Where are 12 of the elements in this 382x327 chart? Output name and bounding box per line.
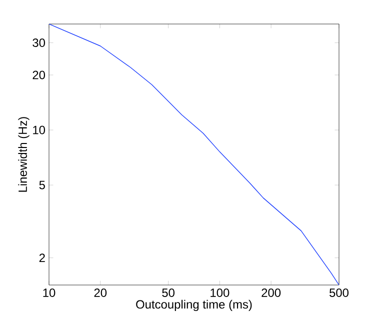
y-tick-label: 2 [39, 254, 45, 262]
y-tick-label: 5 [39, 180, 45, 190]
x-tick-label: 200 [262, 288, 281, 297]
x-tick-label: 100 [210, 288, 230, 297]
y-tick-label: 30 [32, 38, 46, 47]
x-axis-title: Outcoupling time (ms) [136, 300, 252, 311]
x-tick-label: 20 [94, 288, 107, 297]
y-tick-label: 20 [32, 70, 46, 80]
y-tick-label: 10 [33, 126, 46, 134]
x-tick-label: 50 [162, 288, 174, 297]
x-tick-label: 500 [330, 288, 349, 297]
y-axis-title: Linewidth (Hz) [18, 117, 30, 192]
